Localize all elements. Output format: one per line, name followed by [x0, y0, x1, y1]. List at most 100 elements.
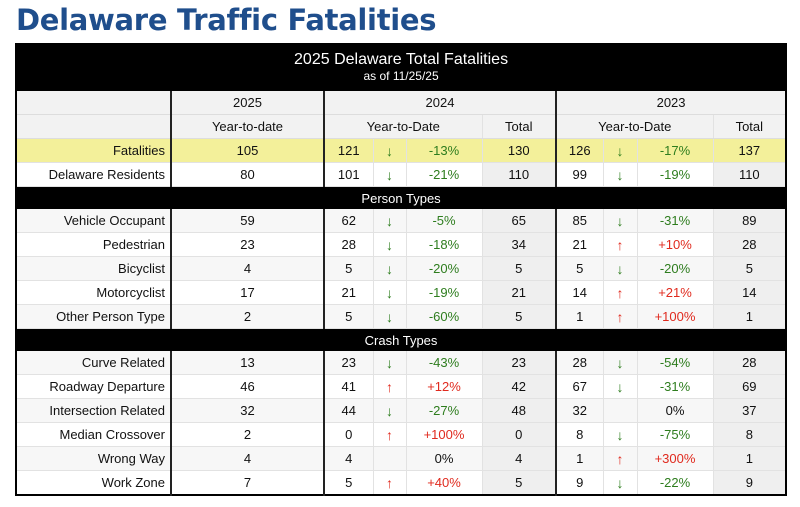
table-row: Roadway Departure 46 41 ↑ +12% 42 67 ↓ -31% 69: [16, 374, 787, 399]
total-2023-header: Total: [713, 114, 787, 139]
arrow-down-icon: ↓: [373, 162, 407, 187]
row-label: Roadway Departure: [16, 374, 172, 399]
ytd-2023-header: Year-to-Date: [555, 114, 714, 139]
row-label: Work Zone: [16, 470, 172, 496]
change-2024-percent: -60%: [406, 304, 483, 329]
table-row: Fatalities 105 121 ↓ -13% 130 126 ↓ -17% 137: [16, 138, 787, 163]
change-2024-percent: -19%: [406, 280, 483, 305]
total-2023-value: 5: [713, 256, 787, 281]
change-2023-percent: -20%: [637, 256, 714, 281]
ytd-2024-value: 23: [323, 351, 374, 375]
ytd-2025-value: 2: [170, 304, 325, 329]
arrow-down-icon: ↓: [603, 422, 638, 447]
section-heading: Person Types: [16, 186, 787, 209]
year-2025-header: 2025: [170, 91, 325, 115]
arrow-down-icon: ↓: [603, 138, 638, 163]
total-2024-value: 110: [482, 162, 557, 187]
ytd-2024-value: 21: [323, 280, 374, 305]
ytd-2025-value: 2: [170, 422, 325, 447]
arrow-up-icon: ↑: [373, 422, 407, 447]
table-row: Median Crossover 2 0 ↑ +100% 0 8 ↓ -75% 8: [16, 422, 787, 447]
change-2024-percent: +100%: [406, 422, 483, 447]
change-2023-percent: -31%: [637, 209, 714, 233]
change-2024-percent: +12%: [406, 374, 483, 399]
arrow-down-icon: ↓: [603, 162, 638, 187]
row-label: Delaware Residents: [16, 162, 172, 187]
ytd-2024-value: 5: [323, 304, 374, 329]
total-2023-value: 28: [713, 232, 787, 257]
change-2023-percent: +21%: [637, 280, 714, 305]
total-2023-value: 69: [713, 374, 787, 399]
change-2024-percent: -43%: [406, 351, 483, 375]
ytd-2025-value: 13: [170, 351, 325, 375]
ytd-2024-value: 41: [323, 374, 374, 399]
change-2023-percent: +10%: [637, 232, 714, 257]
total-2024-value: 48: [482, 398, 557, 423]
arrow-down-icon: ↓: [603, 374, 638, 399]
row-label: Median Crossover: [16, 422, 172, 447]
arrow-up-icon: ↑: [373, 374, 407, 399]
arrow-down-icon: ↓: [373, 232, 407, 257]
row-label: Wrong Way: [16, 446, 172, 471]
ytd-2025-value: 32: [170, 398, 325, 423]
ytd-2025-value: 23: [170, 232, 325, 257]
ytd-2023-value: 5: [555, 256, 604, 281]
change-2024-percent: -21%: [406, 162, 483, 187]
arrow-down-icon: ↓: [603, 470, 638, 496]
total-2023-value: 137: [713, 138, 787, 163]
table-row: Intersection Related 32 44 ↓ -27% 48 32 0% 37: [16, 398, 787, 423]
arrow-down-icon: ↓: [603, 256, 638, 281]
total-2024-value: 5: [482, 470, 557, 496]
ytd-2024-header: Year-to-Date: [323, 114, 483, 139]
arrow-up-icon: ↑: [603, 304, 638, 329]
total-2023-value: 28: [713, 351, 787, 375]
change-2024-percent: -5%: [406, 209, 483, 233]
ytd-2023-value: 1: [555, 304, 604, 329]
year-2023-header: 2023: [554, 91, 787, 115]
arrow-up-icon: ↑: [603, 446, 638, 471]
arrow-down-icon: ↓: [373, 138, 407, 163]
change-2024-percent: +40%: [406, 470, 483, 496]
table-row: Bicyclist 4 5 ↓ -20% 5 5 ↓ -20% 5: [16, 256, 787, 281]
table-row: Work Zone 7 5 ↑ +40% 5 9 ↓ -22% 9: [16, 470, 787, 496]
table-title: 2025 Delaware Total Fatalities: [294, 51, 509, 68]
total-2023-value: 14: [713, 280, 787, 305]
arrow-up-icon: ↑: [603, 280, 638, 305]
total-2023-value: 37: [713, 398, 787, 423]
ytd-2023-value: 85: [555, 209, 604, 233]
fatalities-table: 2025 Delaware Total Fatalities as of 11/2…: [15, 43, 788, 496]
change-2023-percent: -75%: [637, 422, 714, 447]
change-2023-percent: -19%: [637, 162, 714, 187]
ytd-2024-value: 0: [323, 422, 374, 447]
table-row: Motorcyclist 17 21 ↓ -19% 21 14 ↑ +21% 14: [16, 280, 787, 305]
table-row: Pedestrian 23 28 ↓ -18% 34 21 ↑ +10% 28: [16, 232, 787, 257]
total-2023-value: 1: [713, 446, 787, 471]
total-2023-value: 1: [713, 304, 787, 329]
arrow-down-icon: ↓: [373, 256, 407, 281]
total-2023-value: 89: [713, 209, 787, 233]
ytd-2024-value: 4: [323, 446, 374, 471]
total-2024-value: 5: [482, 304, 557, 329]
arrow-down-icon: ↓: [373, 398, 407, 423]
ytd-2025-value: 17: [170, 280, 325, 305]
ytd-2023-value: 21: [555, 232, 604, 257]
ytd-2025-value: 46: [170, 374, 325, 399]
arrow-up-icon: ↑: [603, 232, 638, 257]
change-2024-percent: -18%: [406, 232, 483, 257]
ytd-2025-value: 59: [170, 209, 325, 233]
ytd-2023-value: 9: [555, 470, 604, 496]
total-2024-value: 23: [482, 351, 557, 375]
ytd-2025-value: 4: [170, 256, 325, 281]
change-2023-percent: 0%: [637, 398, 714, 423]
ytd-2023-value: 8: [555, 422, 604, 447]
change-2023-percent: -17%: [637, 138, 714, 163]
page-title: Delaware Traffic Fatalities: [16, 3, 437, 37]
arrow-down-icon: ↓: [603, 351, 638, 375]
ytd-2023-value: 126: [555, 138, 604, 163]
ytd-2023-value: 28: [555, 351, 604, 375]
section-header-row: Person Types: [16, 186, 787, 209]
row-label: Bicyclist: [16, 256, 172, 281]
change-2024-percent: -27%: [406, 398, 483, 423]
total-2024-header: Total: [482, 114, 557, 139]
table-title-band: 2025 Delaware Total Fatalities as of 11/2…: [16, 44, 787, 91]
